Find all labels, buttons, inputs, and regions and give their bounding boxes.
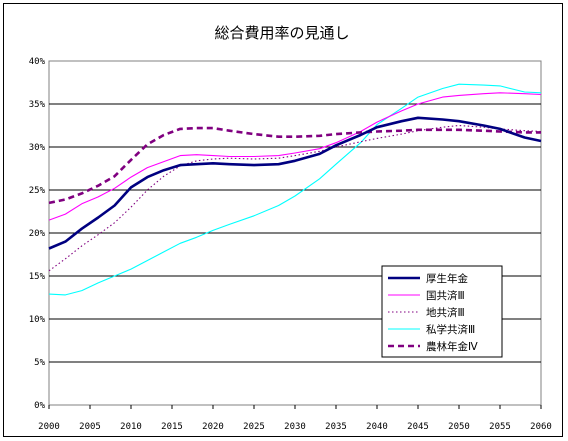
y-tick-label: 10%	[29, 315, 46, 325]
series-line-5	[48, 126, 541, 205]
x-tick-label: 2050	[448, 422, 470, 432]
legend-label-2: 国共済Ⅲ	[426, 289, 465, 302]
series-line-3	[48, 124, 542, 272]
legend-label-3: 地共済Ⅲ	[426, 306, 465, 319]
x-tick-label: 2025	[243, 422, 265, 432]
y-tick-label: 0%	[34, 401, 45, 411]
chart-svg: 総合費用率の見通し 0% 5% 10% 15% 20% 25% 30% 35% 40% 2000…	[29, 24, 552, 432]
x-tick-label: 2055	[489, 422, 511, 432]
x-tick-label: 2015	[161, 422, 183, 432]
series-line-1	[48, 116, 542, 250]
legend-label-1: 厚生年金	[426, 272, 468, 285]
y-tick-label: 20%	[29, 229, 46, 239]
y-tick-label: 25%	[29, 186, 46, 196]
series-line-4	[48, 83, 542, 296]
x-tick-label: 2030	[284, 422, 306, 432]
y-tick-label: 35%	[29, 100, 46, 110]
x-tick-label: 2000	[38, 422, 60, 432]
chart-title: 総合費用率の見通し	[214, 24, 349, 42]
x-tick-label: 2060	[530, 422, 552, 432]
y-tick-label: 5%	[34, 358, 45, 368]
x-tick-label: 2005	[79, 422, 101, 432]
series-line-2	[48, 92, 542, 221]
series-lines	[48, 83, 542, 296]
x-tick-label: 2045	[407, 422, 429, 432]
y-tick-label: 30%	[29, 143, 46, 153]
x-tick-label: 2040	[366, 422, 388, 432]
x-axis-ticks: 2000 2005 2010 2015 2020 2025 2030 2035 2040 2045…	[38, 405, 552, 432]
y-tick-label: 40%	[29, 57, 46, 67]
chart-frame: 総合費用率の見通し 0% 5% 10% 15% 20% 25% 30% 35% 40% 2000…	[3, 3, 563, 437]
x-tick-label: 2010	[120, 422, 142, 432]
x-tick-label: 2035	[325, 422, 347, 432]
legend-label-4: 私学共済Ⅲ	[426, 323, 475, 336]
legend-label-5: 農林年金Ⅳ	[426, 340, 478, 353]
legend-box	[381, 265, 503, 358]
x-tick-label: 2020	[202, 422, 224, 432]
y-axis-ticks: 0% 5% 10% 15% 20% 25% 30% 35% 40%	[29, 57, 46, 411]
y-tick-label: 15%	[29, 272, 46, 282]
